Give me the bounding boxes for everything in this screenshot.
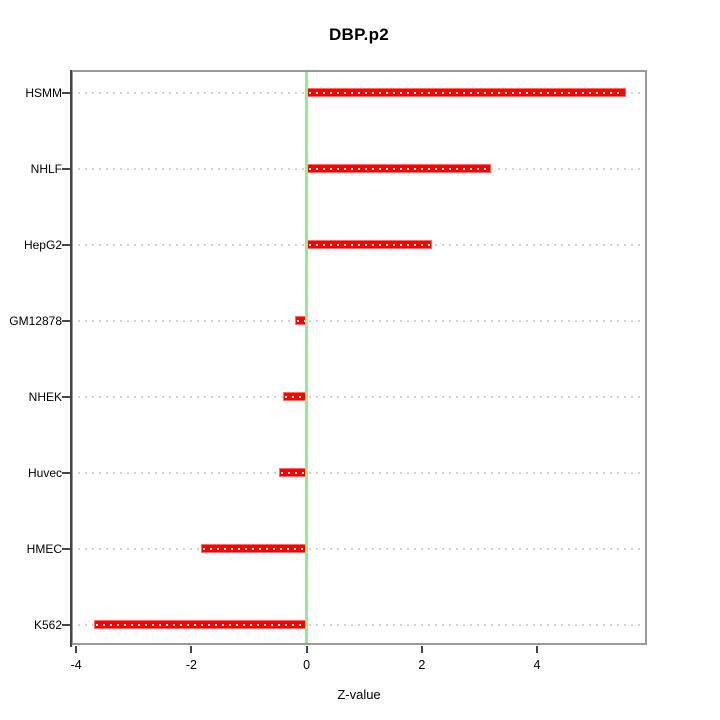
y-tick-label-k562: K562 xyxy=(33,618,62,632)
bar-dot-pattern xyxy=(285,395,305,398)
x-tick xyxy=(305,646,308,653)
bar-nhlf xyxy=(306,164,491,173)
y-tick xyxy=(62,244,71,246)
bar-dot-pattern xyxy=(280,471,305,474)
gridline xyxy=(71,320,647,322)
y-tick-label-hmec: HMEC xyxy=(26,542,62,556)
y-tick xyxy=(62,168,71,170)
y-tick-label-gm12878: GM12878 xyxy=(9,314,62,328)
plot-border-box xyxy=(71,70,647,645)
chart-title: DBP.p2 xyxy=(328,25,390,44)
y-tick xyxy=(62,396,71,398)
bar-k562 xyxy=(93,620,307,629)
y-tick-label-huvec: Huvec xyxy=(27,466,62,480)
y-tick-label-nhlf: NHLF xyxy=(30,162,62,176)
x-axis-title: Z-value xyxy=(337,687,381,702)
y-tick xyxy=(62,548,71,550)
gridline xyxy=(71,472,647,474)
y-tick xyxy=(62,472,71,474)
bar-hepg2 xyxy=(306,240,432,249)
bar-dot-pattern xyxy=(308,167,489,170)
x-tick-label--2: -2 xyxy=(185,658,197,672)
plot-area xyxy=(62,70,647,653)
x-tick xyxy=(75,646,78,653)
bar-nhek xyxy=(283,392,307,401)
bar-dot-pattern xyxy=(308,243,430,246)
x-tick xyxy=(536,646,538,653)
x-tick xyxy=(420,646,423,653)
zero-reference-line xyxy=(305,70,309,645)
y-tick xyxy=(62,624,71,626)
y-tick-label-nhek: NHEK xyxy=(28,390,62,404)
bar-hmec xyxy=(201,544,307,553)
gridline xyxy=(71,624,647,626)
bar-huvec xyxy=(278,468,307,477)
x-tick-label-0: 0 xyxy=(303,658,311,672)
bar-dot-pattern xyxy=(297,319,305,322)
x-tick-label-4: 4 xyxy=(533,658,541,672)
y-tick-label-hsmm: HSMM xyxy=(25,86,62,100)
y-tick xyxy=(62,92,71,94)
bar-dot-pattern xyxy=(95,623,305,626)
bar-dot-pattern xyxy=(308,91,625,94)
bar-hsmm xyxy=(306,88,627,97)
gridline xyxy=(71,396,647,398)
x-tick xyxy=(190,646,193,653)
y-tick xyxy=(62,320,71,322)
x-tick-label-2: 2 xyxy=(418,658,426,672)
y-axis-line xyxy=(70,70,72,647)
y-tick-label-hepg2: HepG2 xyxy=(23,238,62,252)
x-tick-label--4: -4 xyxy=(70,658,82,672)
bar-dot-pattern xyxy=(203,547,305,550)
gridline xyxy=(71,548,647,550)
